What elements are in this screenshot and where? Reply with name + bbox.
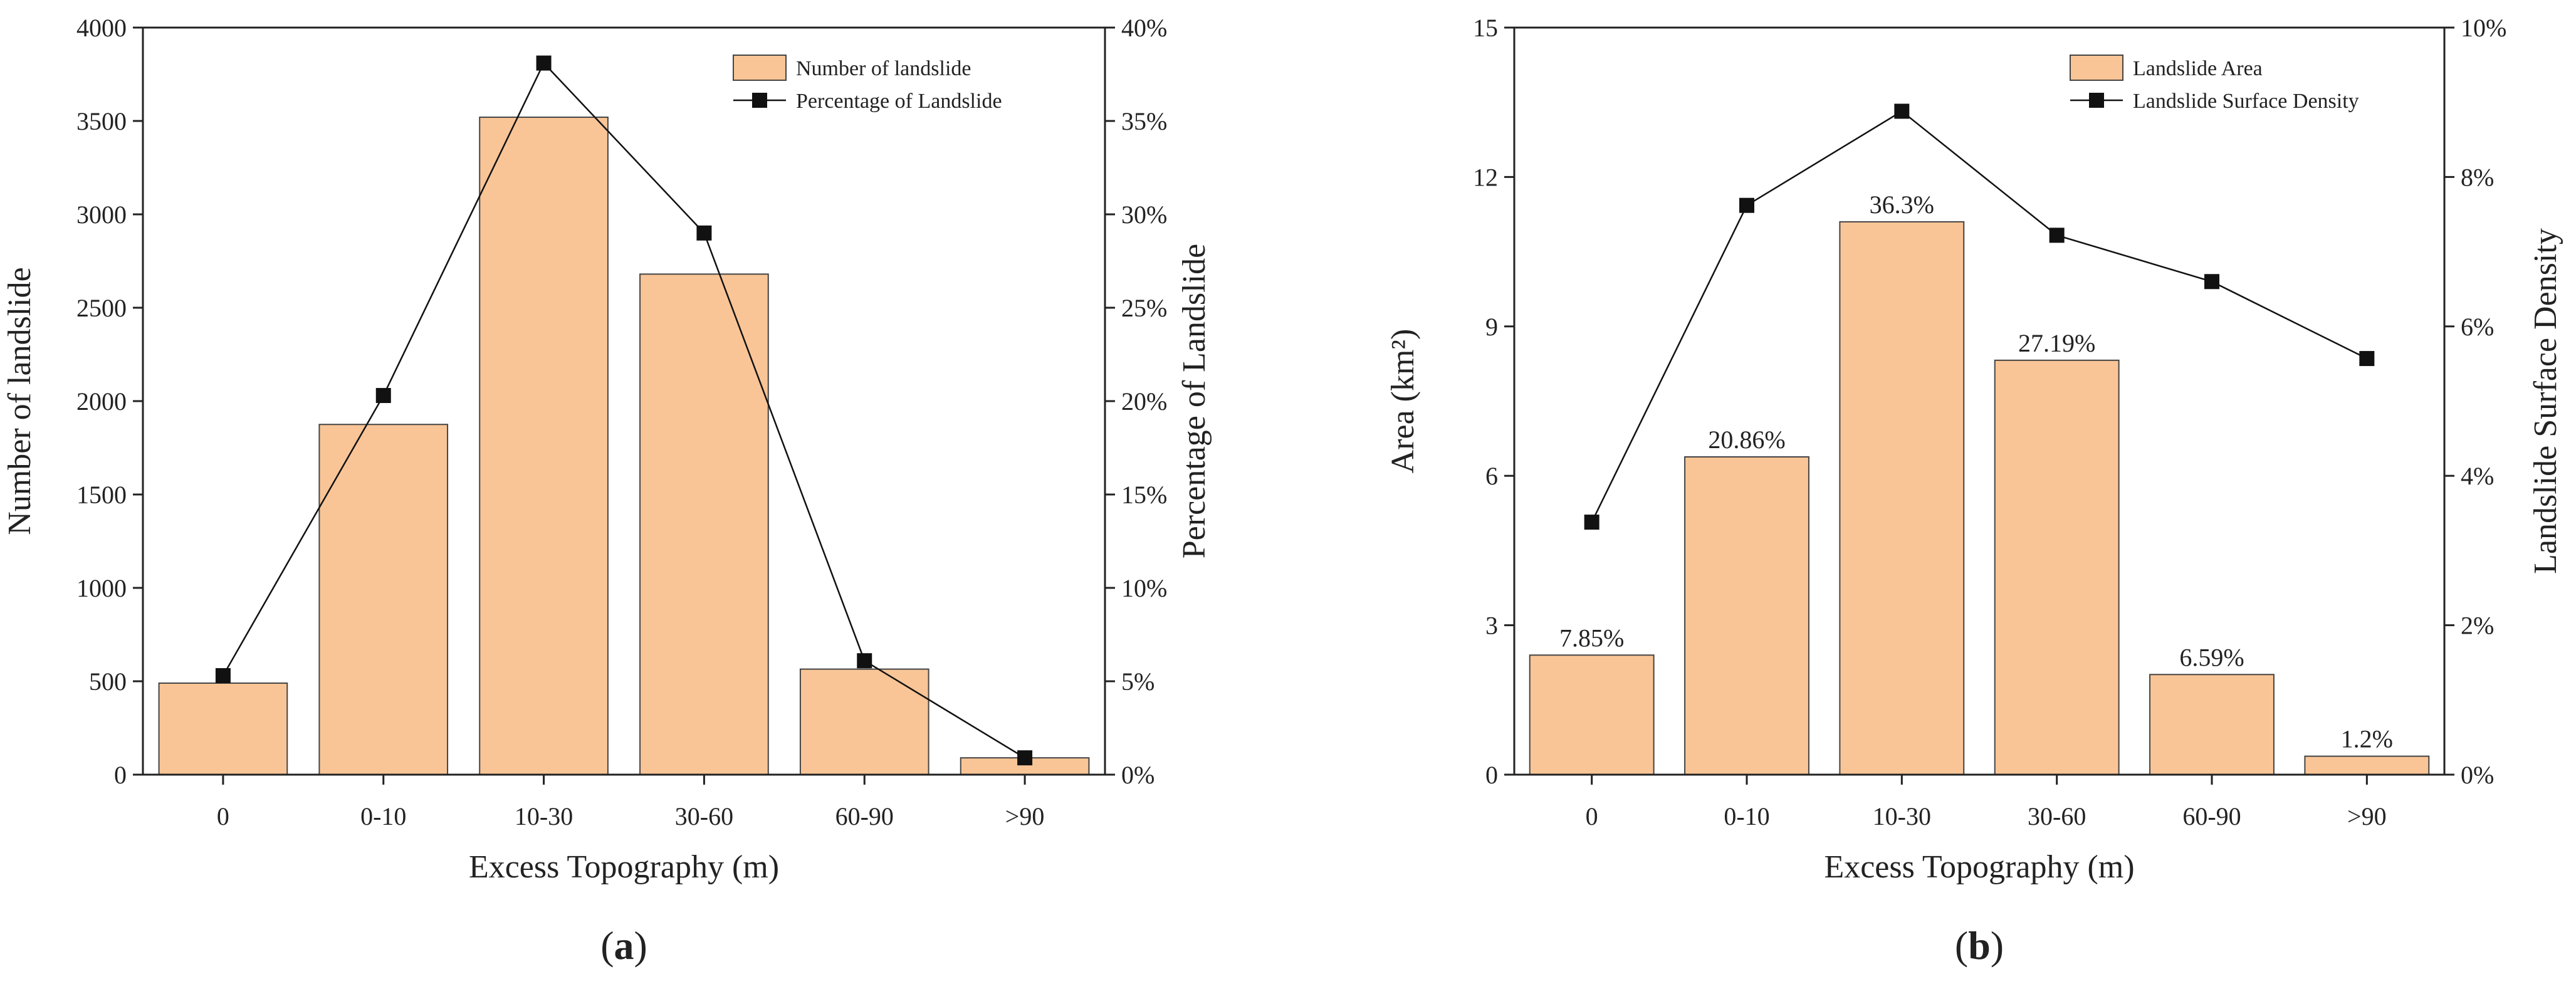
legend-line-label: Landslide Surface Density: [2133, 90, 2359, 113]
right-tick-label: 20%: [1121, 387, 1167, 416]
x-axis-title: Excess Topography (m): [1824, 849, 2134, 885]
left-tick-label: 2000: [76, 387, 127, 416]
panel-letter: a: [614, 923, 634, 968]
line-marker-0: [1584, 515, 1600, 530]
left-tick-label: 12: [1473, 163, 1498, 191]
right-tick-label: 6%: [2461, 313, 2494, 341]
plot-frame: [142, 26, 1106, 776]
right-tick-label: 0%: [2461, 761, 2494, 789]
series-line-1: [1591, 110, 2367, 523]
left-tick-label: 3: [1485, 612, 1498, 640]
legend-bar-label: Number of landslide: [796, 57, 971, 80]
line-marker-10-30: [536, 55, 552, 71]
legend-bar-swatch: [2070, 55, 2123, 81]
y-axis-left-title: Number of landslide: [2, 267, 38, 535]
bar-0-10: [1684, 456, 1809, 776]
x-tick-label: 30-60: [675, 802, 733, 830]
panel-label: (b): [1955, 923, 2004, 968]
x-tick-label: 10-30: [1873, 802, 1931, 830]
bar-30-60: [639, 273, 769, 775]
right-tick-label: 4%: [2461, 462, 2494, 490]
bar-label: 20.86%: [1708, 426, 1785, 454]
x-tick-label: 60-90: [2182, 802, 2241, 830]
panel-b: 7.85% 20.86% 36.3% 27.19% 6.59% 1.2% 0 3 6 9 12 15 0…: [1385, 14, 2563, 968]
left-tick-label: 1000: [76, 574, 127, 602]
legend-line-marker: [2089, 93, 2104, 108]
line-marker-10-30: [1894, 103, 1910, 119]
line-marker-30-60: [2049, 228, 2065, 243]
left-tick-label: 1500: [76, 481, 127, 509]
panel-label: (a): [600, 923, 647, 968]
left-tick-label: 0: [114, 761, 127, 789]
left-tick-label: 0: [1485, 761, 1498, 789]
right-tick-label: 30%: [1121, 201, 1167, 229]
y-axis-right-title: Landslide Surface Density: [2528, 228, 2563, 574]
x-tick-label: >90: [1005, 802, 1045, 830]
right-tick-label: 10%: [2461, 14, 2506, 42]
right-tick-label: 2%: [2461, 612, 2494, 640]
bar->90: [2304, 755, 2430, 775]
right-tick-label: 25%: [1121, 294, 1167, 322]
left-tick-label: 9: [1485, 313, 1498, 341]
bar-10-30: [479, 117, 609, 775]
left-tick-label: 2500: [76, 294, 127, 322]
x-tick-label: >90: [2347, 802, 2387, 830]
left-tick-label: 3000: [76, 201, 127, 229]
x-tick-label: 0: [217, 802, 229, 830]
legend-line-marker: [752, 93, 767, 108]
right-tick-label: 10%: [1121, 574, 1167, 602]
panel-a: 0 500 1000 1500 2000 2500 3000 3500 4000 0% 5% 10% 1…: [2, 14, 1212, 968]
left-tick-label: 3500: [76, 107, 127, 135]
x-tick-label: 30-60: [2028, 802, 2086, 830]
series-line-0: [222, 61, 1025, 759]
bar-30-60: [1994, 359, 2120, 775]
bar-0-10: [318, 424, 449, 775]
line-marker-0-10: [375, 388, 391, 404]
bar-label: 36.3%: [1870, 191, 1934, 219]
x-tick-label: 0-10: [1724, 802, 1769, 830]
right-tick-label: 8%: [2461, 163, 2494, 191]
right-tick-label: 40%: [1121, 14, 1167, 42]
line-marker->90: [2359, 351, 2375, 367]
line-marker->90: [1017, 750, 1033, 766]
x-tick-label: 0: [1586, 802, 1598, 830]
bar-0: [158, 682, 288, 775]
bar-60-90: [2149, 674, 2275, 775]
line-marker-0-10: [1739, 197, 1754, 213]
right-tick-label: 35%: [1121, 107, 1167, 135]
left-tick-label: 15: [1473, 14, 1498, 42]
y-axis-left-title: Area (km²): [1385, 329, 1421, 474]
left-tick-label: 6: [1485, 462, 1498, 490]
bar-label: 27.19%: [2018, 329, 2095, 357]
legend-bar-label: Landslide Area: [2133, 57, 2263, 80]
left-tick-label: 4000: [76, 14, 127, 42]
panel-letter: b: [1968, 923, 1991, 968]
x-tick-label: 0-10: [360, 802, 406, 830]
bar-10-30: [1839, 221, 1965, 776]
bar-0: [1529, 654, 1655, 776]
x-tick-label: 60-90: [835, 802, 894, 830]
line-marker-60-90: [857, 653, 872, 669]
left-tick-label: 500: [89, 667, 127, 696]
bar-label: 6.59%: [2179, 643, 2244, 671]
plot-frame: [1513, 26, 2446, 776]
x-tick-label: 10-30: [515, 802, 573, 830]
right-tick-label: 5%: [1121, 667, 1154, 696]
line-marker-0: [215, 668, 231, 684]
x-axis-title: Excess Topography (m): [469, 849, 779, 885]
legend-line-label: Percentage of Landslide: [796, 90, 1002, 113]
bar-label: 7.85%: [1559, 624, 1624, 652]
line-marker-30-60: [696, 225, 712, 241]
legend-bar-swatch: [733, 55, 787, 81]
y-axis-right-title: Percentage of Landslide: [1176, 244, 1212, 558]
right-tick-label: 0%: [1121, 761, 1154, 789]
bar-60-90: [799, 668, 929, 775]
right-tick-label: 15%: [1121, 481, 1167, 509]
line-marker-60-90: [2204, 274, 2219, 290]
bar-label: 1.2%: [2341, 725, 2393, 753]
